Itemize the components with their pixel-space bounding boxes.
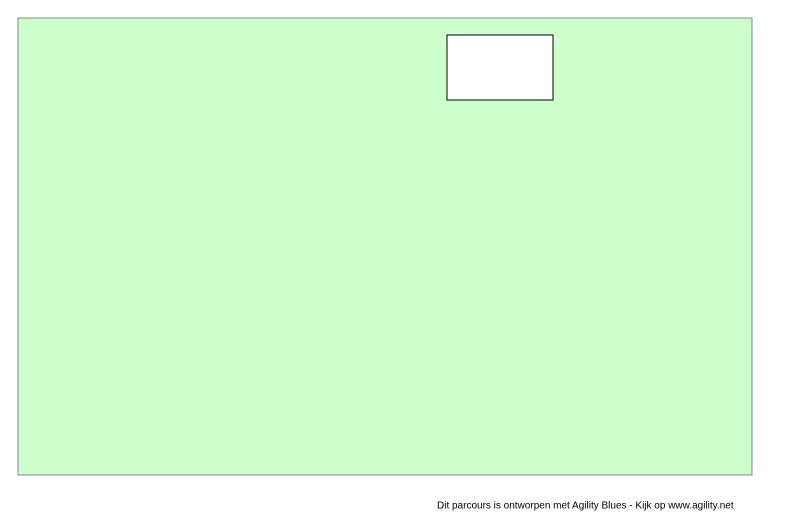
info-box — [446, 34, 554, 101]
field — [17, 17, 753, 476]
footer: Dit parcours is ontworpen met Agility Bl… — [437, 501, 734, 512]
